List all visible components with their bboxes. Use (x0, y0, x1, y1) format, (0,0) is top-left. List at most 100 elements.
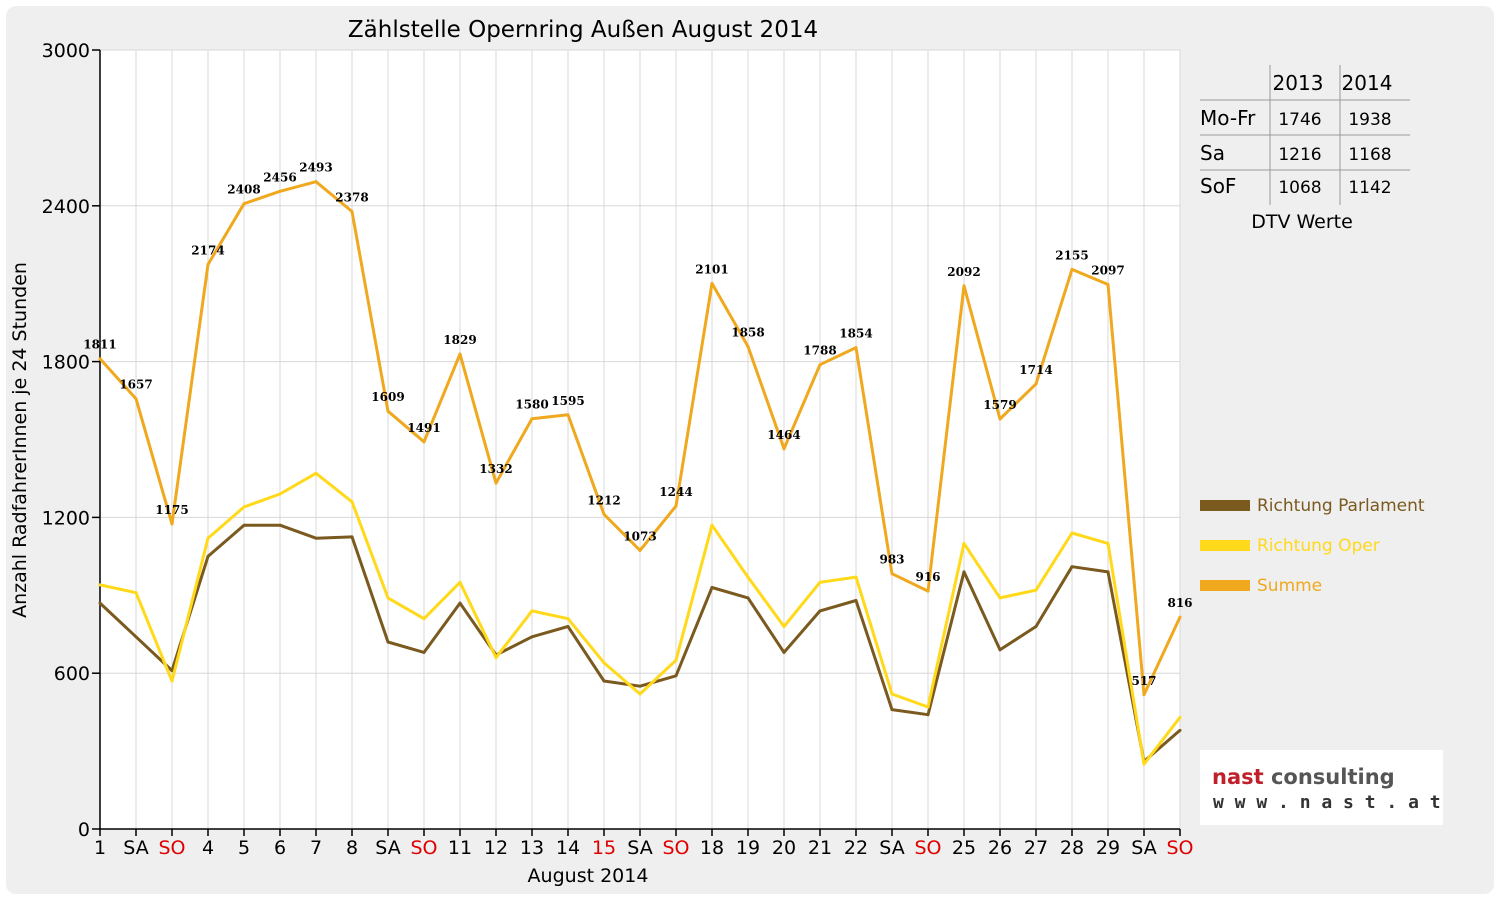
table-col-2013: 2013 (1273, 71, 1324, 95)
table-cell: 1746 (1278, 110, 1321, 130)
data-label: 2155 (1055, 248, 1088, 262)
data-point (314, 180, 318, 184)
data-point (782, 650, 786, 654)
data-point (746, 575, 750, 579)
x-tick-label: SA (123, 837, 148, 859)
data-point (1142, 762, 1146, 766)
x-tick-label: 15 (592, 837, 616, 859)
data-point (242, 523, 246, 527)
data-point (602, 512, 606, 516)
x-tick-label: 7 (310, 837, 322, 859)
data-point (278, 492, 282, 496)
x-tick-label: SO (410, 837, 437, 859)
logo: nast consulting w w w . n a s t . a t (1200, 750, 1443, 825)
data-point (170, 522, 174, 526)
x-tick-label: SA (375, 837, 400, 859)
data-label: 1212 (587, 493, 620, 507)
table-cell: 1068 (1278, 178, 1321, 198)
logo-name: nast consulting (1212, 765, 1395, 789)
data-point (530, 417, 534, 421)
x-tick-label: 26 (988, 837, 1012, 859)
data-label: 1579 (983, 398, 1016, 412)
x-tick-label: 28 (1060, 837, 1084, 859)
data-point (98, 583, 102, 587)
data-label: 1073 (623, 529, 656, 543)
data-point (710, 586, 714, 590)
data-point (1034, 382, 1038, 386)
x-tick-label: 19 (736, 837, 760, 859)
data-point (782, 447, 786, 451)
x-tick-label: 18 (700, 837, 724, 859)
data-point (782, 624, 786, 628)
x-tick-label: 8 (346, 837, 358, 859)
legend: Richtung Parlament Richtung Oper Summe (1200, 496, 1425, 596)
data-point (890, 708, 894, 712)
data-point (1106, 541, 1110, 545)
data-point (566, 617, 570, 621)
x-tick-label: 12 (484, 837, 508, 859)
data-point (602, 679, 606, 683)
data-label: 1332 (479, 462, 512, 476)
table-cell: 1216 (1278, 145, 1321, 165)
data-label: 2456 (263, 170, 296, 184)
data-point (386, 409, 390, 413)
data-point (170, 669, 174, 673)
data-point (998, 648, 1002, 652)
x-tick-label: SA (627, 837, 652, 859)
data-label: 1491 (407, 421, 440, 435)
data-point (206, 554, 210, 558)
x-tick-label: 21 (808, 837, 832, 859)
data-label: 1714 (1019, 363, 1052, 377)
data-point (206, 536, 210, 540)
data-point (386, 640, 390, 644)
data-point (386, 596, 390, 600)
x-tick-label: SO (662, 837, 689, 859)
data-label: 1464 (767, 428, 800, 442)
legend-swatch (1200, 540, 1250, 551)
data-point (746, 596, 750, 600)
y-tick-label: 1200 (42, 507, 90, 529)
data-point (1034, 624, 1038, 628)
table-row-label: Mo-Fr (1200, 106, 1256, 130)
data-label: 517 (1131, 674, 1156, 688)
data-point (926, 589, 930, 593)
x-tick-label: 14 (556, 837, 580, 859)
x-tick-label: 25 (952, 837, 976, 859)
table-row-label: Sa (1200, 141, 1225, 165)
table-cell: 1142 (1348, 178, 1391, 198)
legend-label: Richtung Parlament (1257, 496, 1425, 516)
data-label: 2174 (191, 243, 224, 257)
data-label: 1609 (371, 390, 404, 404)
data-point (458, 352, 462, 356)
data-point (674, 674, 678, 678)
y-tick-label: 600 (54, 663, 90, 685)
data-point (206, 262, 210, 266)
data-label: 1175 (155, 503, 188, 517)
data-point (458, 601, 462, 605)
x-tick-label: 1 (94, 837, 106, 859)
y-tick-label: 3000 (42, 40, 90, 62)
data-point (1106, 282, 1110, 286)
data-point (494, 481, 498, 485)
data-point (422, 650, 426, 654)
legend-swatch (1200, 580, 1250, 591)
y-tick-label: 1800 (42, 352, 90, 374)
x-tick-label: 4 (202, 837, 214, 859)
data-point (1034, 588, 1038, 592)
dtv-table: 2013 2014 Mo-Fr 1746 1938 Sa 1216 1168 S… (1200, 65, 1410, 233)
table-cell: 1938 (1348, 110, 1391, 130)
data-label: 1244 (659, 485, 692, 499)
data-point (926, 713, 930, 717)
legend-label: Summe (1257, 576, 1322, 596)
data-point (458, 580, 462, 584)
logo-url: w w w . n a s t . a t (1213, 792, 1441, 813)
data-point (98, 357, 102, 361)
data-point (566, 413, 570, 417)
data-point (1178, 615, 1182, 619)
data-point (278, 189, 282, 193)
data-point (998, 596, 1002, 600)
x-tick-label: 27 (1024, 837, 1048, 859)
data-label: 1858 (731, 326, 764, 340)
